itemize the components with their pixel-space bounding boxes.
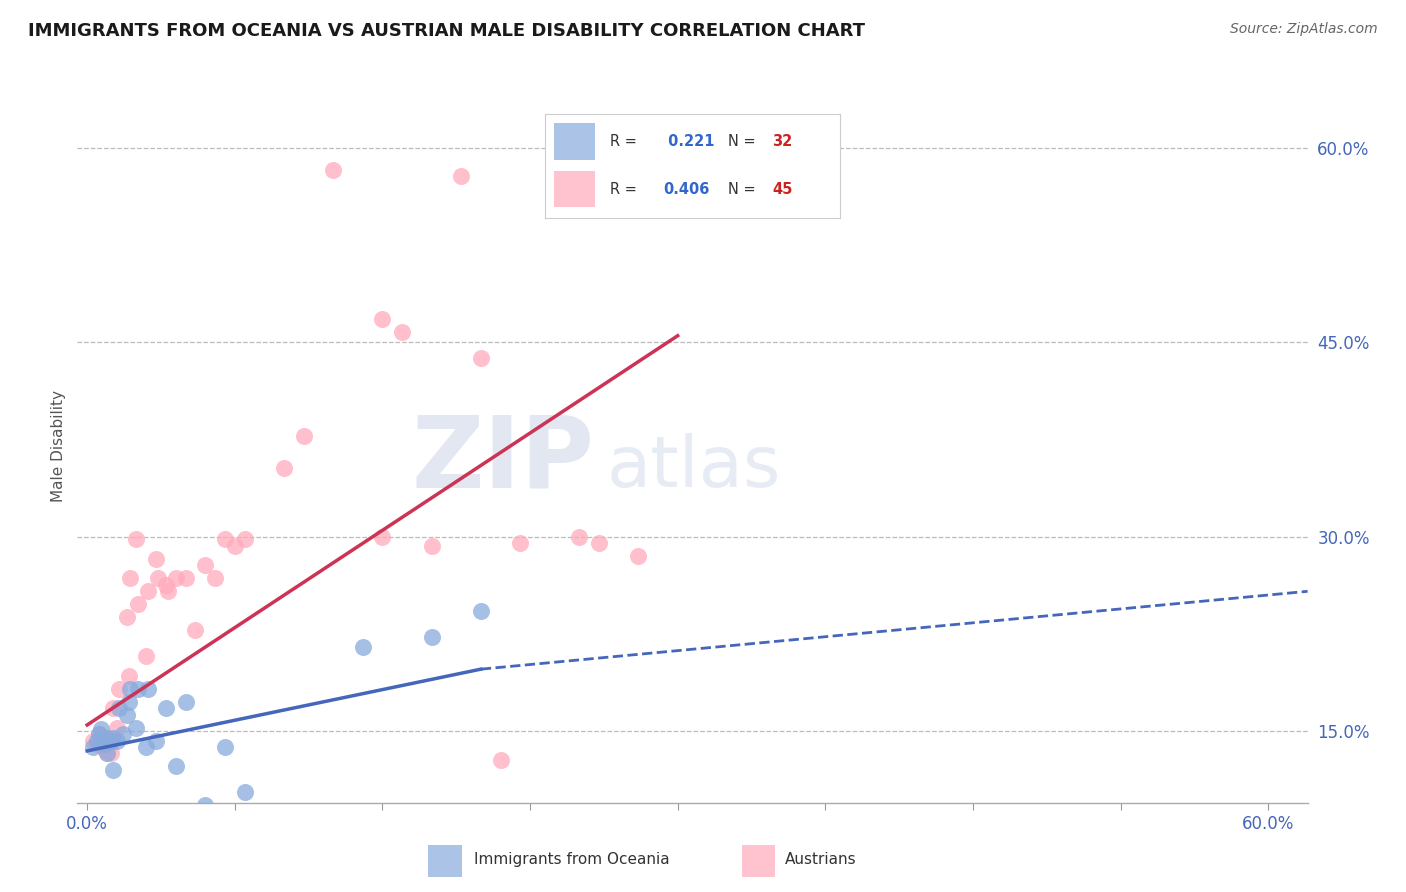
Point xyxy=(371,311,394,326)
Point xyxy=(194,558,217,573)
Point xyxy=(94,738,117,752)
Point xyxy=(371,530,394,544)
Point xyxy=(145,552,167,566)
Point xyxy=(224,539,246,553)
Point xyxy=(120,681,142,696)
Point xyxy=(165,759,187,773)
Point xyxy=(96,731,118,745)
Point xyxy=(135,649,157,664)
Point xyxy=(420,630,443,644)
Point xyxy=(136,681,159,696)
Point xyxy=(292,428,315,442)
Point xyxy=(86,738,108,752)
Point xyxy=(91,739,114,754)
Point xyxy=(97,733,120,747)
Point xyxy=(233,785,256,799)
Point xyxy=(100,733,122,747)
Point xyxy=(627,549,650,564)
Point xyxy=(96,747,118,761)
Point xyxy=(184,624,207,638)
Point xyxy=(101,701,124,715)
Y-axis label: Male Disability: Male Disability xyxy=(51,390,66,502)
Point xyxy=(352,640,374,654)
Point xyxy=(420,539,443,553)
Point xyxy=(391,325,413,339)
Point xyxy=(94,733,117,747)
Point xyxy=(204,571,226,585)
Point xyxy=(101,731,124,745)
Point xyxy=(82,739,104,754)
Point xyxy=(273,461,295,475)
Point xyxy=(120,571,142,585)
Point xyxy=(105,721,128,735)
Point xyxy=(125,533,148,547)
Point xyxy=(86,733,108,747)
Point xyxy=(107,681,129,696)
Point xyxy=(145,733,167,747)
Point xyxy=(115,707,138,722)
Point xyxy=(117,668,139,682)
Point xyxy=(87,727,110,741)
Point xyxy=(100,747,122,761)
Point xyxy=(509,536,531,550)
Point xyxy=(127,597,149,611)
Point xyxy=(156,584,179,599)
Point xyxy=(588,536,610,550)
Point xyxy=(91,733,114,747)
Point xyxy=(450,169,472,183)
Point xyxy=(125,721,148,735)
Text: ZIP: ZIP xyxy=(411,412,595,508)
Point xyxy=(470,604,492,618)
Point xyxy=(117,695,139,709)
Point xyxy=(174,571,197,585)
Point xyxy=(155,701,177,715)
Point xyxy=(90,722,112,736)
Point xyxy=(165,571,187,585)
Point xyxy=(194,798,217,813)
Point xyxy=(155,578,177,592)
Point xyxy=(214,533,236,547)
Point xyxy=(136,584,159,599)
Point xyxy=(97,733,120,747)
Point xyxy=(115,610,138,624)
Text: Source: ZipAtlas.com: Source: ZipAtlas.com xyxy=(1230,22,1378,37)
Point xyxy=(214,739,236,754)
Point xyxy=(82,733,104,747)
Point xyxy=(111,727,134,741)
Point xyxy=(127,681,149,696)
Point xyxy=(568,530,591,544)
Point xyxy=(174,695,197,709)
Point xyxy=(96,747,118,761)
Point xyxy=(233,533,256,547)
Point xyxy=(470,351,492,365)
Point xyxy=(107,701,129,715)
Point xyxy=(90,733,112,747)
Point xyxy=(87,727,110,741)
Point xyxy=(101,764,124,778)
Text: IMMIGRANTS FROM OCEANIA VS AUSTRIAN MALE DISABILITY CORRELATION CHART: IMMIGRANTS FROM OCEANIA VS AUSTRIAN MALE… xyxy=(28,22,865,40)
Point xyxy=(489,753,512,767)
Point xyxy=(322,162,344,177)
Point xyxy=(146,571,169,585)
Point xyxy=(105,733,128,747)
Point xyxy=(135,739,157,754)
Text: atlas: atlas xyxy=(606,433,780,502)
